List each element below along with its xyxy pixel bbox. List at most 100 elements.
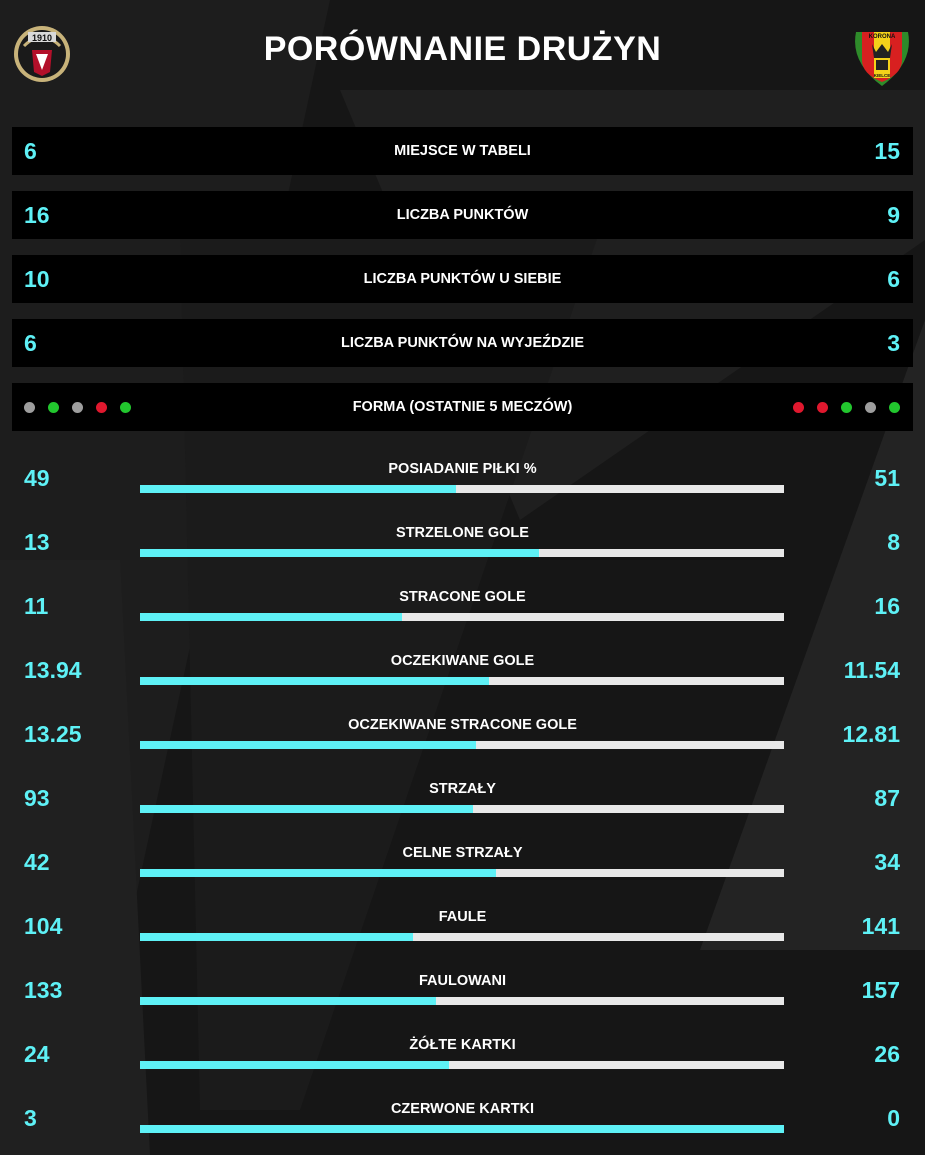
away-value: 0 xyxy=(887,1105,900,1131)
home-value: 11 xyxy=(24,593,49,619)
stat-row-home-points: 10 LICZBA PUNKTÓW U SIEBIE 6 xyxy=(12,255,913,303)
home-value: 6 xyxy=(24,330,37,356)
away-value: 87 xyxy=(874,785,900,811)
home-form-dots xyxy=(24,402,131,413)
stat-row-away-points: 6 LICZBA PUNKTÓW NA WYJEŹDZIE 3 xyxy=(12,319,913,367)
form-loss-dot xyxy=(96,402,107,413)
home-crest-year: 1910 xyxy=(32,33,52,43)
home-value: 13.25 xyxy=(24,721,82,747)
page-title: PORÓWNANIE DRUŻYN xyxy=(263,30,662,68)
stat-row-form: FORMA (OSTATNIE 5 MECZÓW) xyxy=(12,383,913,431)
stat-label: MIEJSCE W TABELI xyxy=(394,143,531,159)
away-form-dots xyxy=(793,402,900,413)
comparison-bar-track xyxy=(140,613,784,621)
comparison-bar-fill xyxy=(140,741,476,749)
away-crest-name: KORONA xyxy=(869,34,896,40)
home-team-crest[interactable]: 1910 xyxy=(10,20,74,84)
stat-label: STRZAŁY xyxy=(429,781,496,797)
away-value: 9 xyxy=(887,202,900,228)
stat-label: FAULOWANI xyxy=(419,973,506,989)
comparison-bar-track xyxy=(140,869,784,877)
stat-label: POSIADANIE PIŁKI % xyxy=(388,461,537,477)
comparison-bar-track xyxy=(140,677,784,685)
home-value: 93 xyxy=(24,785,50,811)
stat-label: OCZEKIWANE GOLE xyxy=(390,653,535,669)
home-value: 13.94 xyxy=(24,657,82,683)
comparison-bar-fill xyxy=(140,805,473,813)
stat-label: CELNE STRZAŁY xyxy=(402,845,523,861)
stat-bar-row: 24 ŻÓŁTE KARTKI 26 xyxy=(12,1021,913,1085)
stat-label: ŻÓŁTE KARTKI xyxy=(409,1037,516,1053)
away-value: 6 xyxy=(887,266,900,292)
stat-bar-row: 42 CELNE STRZAŁY 34 xyxy=(12,829,913,893)
comparison-bar-track xyxy=(140,805,784,813)
comparison-bar-fill xyxy=(140,997,436,1005)
comparison-bar-fill xyxy=(140,1125,784,1133)
home-value: 24 xyxy=(24,1041,50,1067)
away-value: 3 xyxy=(887,330,900,356)
stat-label: FORMA (OSTATNIE 5 MECZÓW) xyxy=(352,399,573,415)
form-win-dot xyxy=(120,402,131,413)
away-value: 157 xyxy=(861,977,900,1003)
away-value: 51 xyxy=(874,465,900,491)
stat-row-points: 16 LICZBA PUNKTÓW 9 xyxy=(12,191,913,239)
home-value: 133 xyxy=(24,977,63,1003)
comparison-bar-fill xyxy=(140,869,497,877)
comparison-bar-track xyxy=(140,1125,784,1133)
home-value: 49 xyxy=(24,465,50,491)
stat-bar-row: 11 STRACONE GOLE 16 xyxy=(12,573,913,637)
comparison-bar-fill xyxy=(140,613,403,621)
form-win-dot xyxy=(48,402,59,413)
away-value: 8 xyxy=(887,529,900,555)
widzew-crest-icon: 1910 xyxy=(14,26,70,82)
comparison-bar-fill xyxy=(140,1061,450,1069)
away-value: 26 xyxy=(874,1041,900,1067)
home-value: 42 xyxy=(24,849,50,875)
comparison-bar-track xyxy=(140,997,784,1005)
stat-bar-row: 3 CZERWONE KARTKI 0 xyxy=(12,1085,913,1149)
stat-bar-row: 93 STRZAŁY 87 xyxy=(12,765,913,829)
form-draw-dot xyxy=(24,402,35,413)
comparison-bar-track xyxy=(140,1061,784,1069)
comparison-bar-fill xyxy=(140,485,456,493)
stat-label: CZERWONE KARTKI xyxy=(390,1101,535,1117)
away-value: 16 xyxy=(874,593,900,619)
stat-label: OCZEKIWANE STRACONE GOLE xyxy=(348,717,577,733)
stat-bar-row: 49 POSIADANIE PIŁKI % 51 xyxy=(12,445,913,509)
away-team-crest[interactable]: KORONA KIELCE xyxy=(850,22,914,88)
home-value: 104 xyxy=(24,913,63,939)
form-win-dot xyxy=(841,402,852,413)
home-value: 3 xyxy=(24,1105,37,1131)
stat-label: STRACONE GOLE xyxy=(399,589,526,605)
away-value: 34 xyxy=(874,849,900,875)
form-win-dot xyxy=(889,402,900,413)
comparison-bar-track xyxy=(140,741,784,749)
stat-bar-row: 13.25 OCZEKIWANE STRACONE GOLE 12.81 xyxy=(12,701,913,765)
stat-label: FAULE xyxy=(438,909,487,925)
stat-row-table-position: 6 MIEJSCE W TABELI 15 xyxy=(12,127,913,175)
away-value: 15 xyxy=(874,138,900,164)
home-value: 10 xyxy=(24,266,50,292)
away-value: 141 xyxy=(861,913,900,939)
korona-crest-icon: KORONA KIELCE xyxy=(855,32,909,86)
stat-label: LICZBA PUNKTÓW U SIEBIE xyxy=(363,271,562,287)
comparison-bar-fill xyxy=(140,933,414,941)
stat-label: STRZELONE GOLE xyxy=(396,525,529,541)
form-draw-dot xyxy=(72,402,83,413)
stat-bar-row: 104 FAULE 141 xyxy=(12,893,913,957)
comparison-bar-track xyxy=(140,933,784,941)
away-value: 11.54 xyxy=(843,657,900,683)
form-loss-dot xyxy=(793,402,804,413)
away-value: 12.81 xyxy=(842,721,900,747)
stat-label: LICZBA PUNKTÓW NA WYJEŹDZIE xyxy=(341,335,584,351)
form-draw-dot xyxy=(865,402,876,413)
away-crest-city: KIELCE xyxy=(874,73,891,78)
home-value: 6 xyxy=(24,138,37,164)
stat-bar-row: 13 STRZELONE GOLE 8 xyxy=(12,509,913,573)
comparison-bar-track xyxy=(140,549,784,557)
comparison-bar-track xyxy=(140,485,784,493)
home-value: 16 xyxy=(24,202,50,228)
comparison-bar-fill xyxy=(140,549,540,557)
stat-label: LICZBA PUNKTÓW xyxy=(396,207,529,223)
stat-bar-row: 13.94 OCZEKIWANE GOLE 11.54 xyxy=(12,637,913,701)
